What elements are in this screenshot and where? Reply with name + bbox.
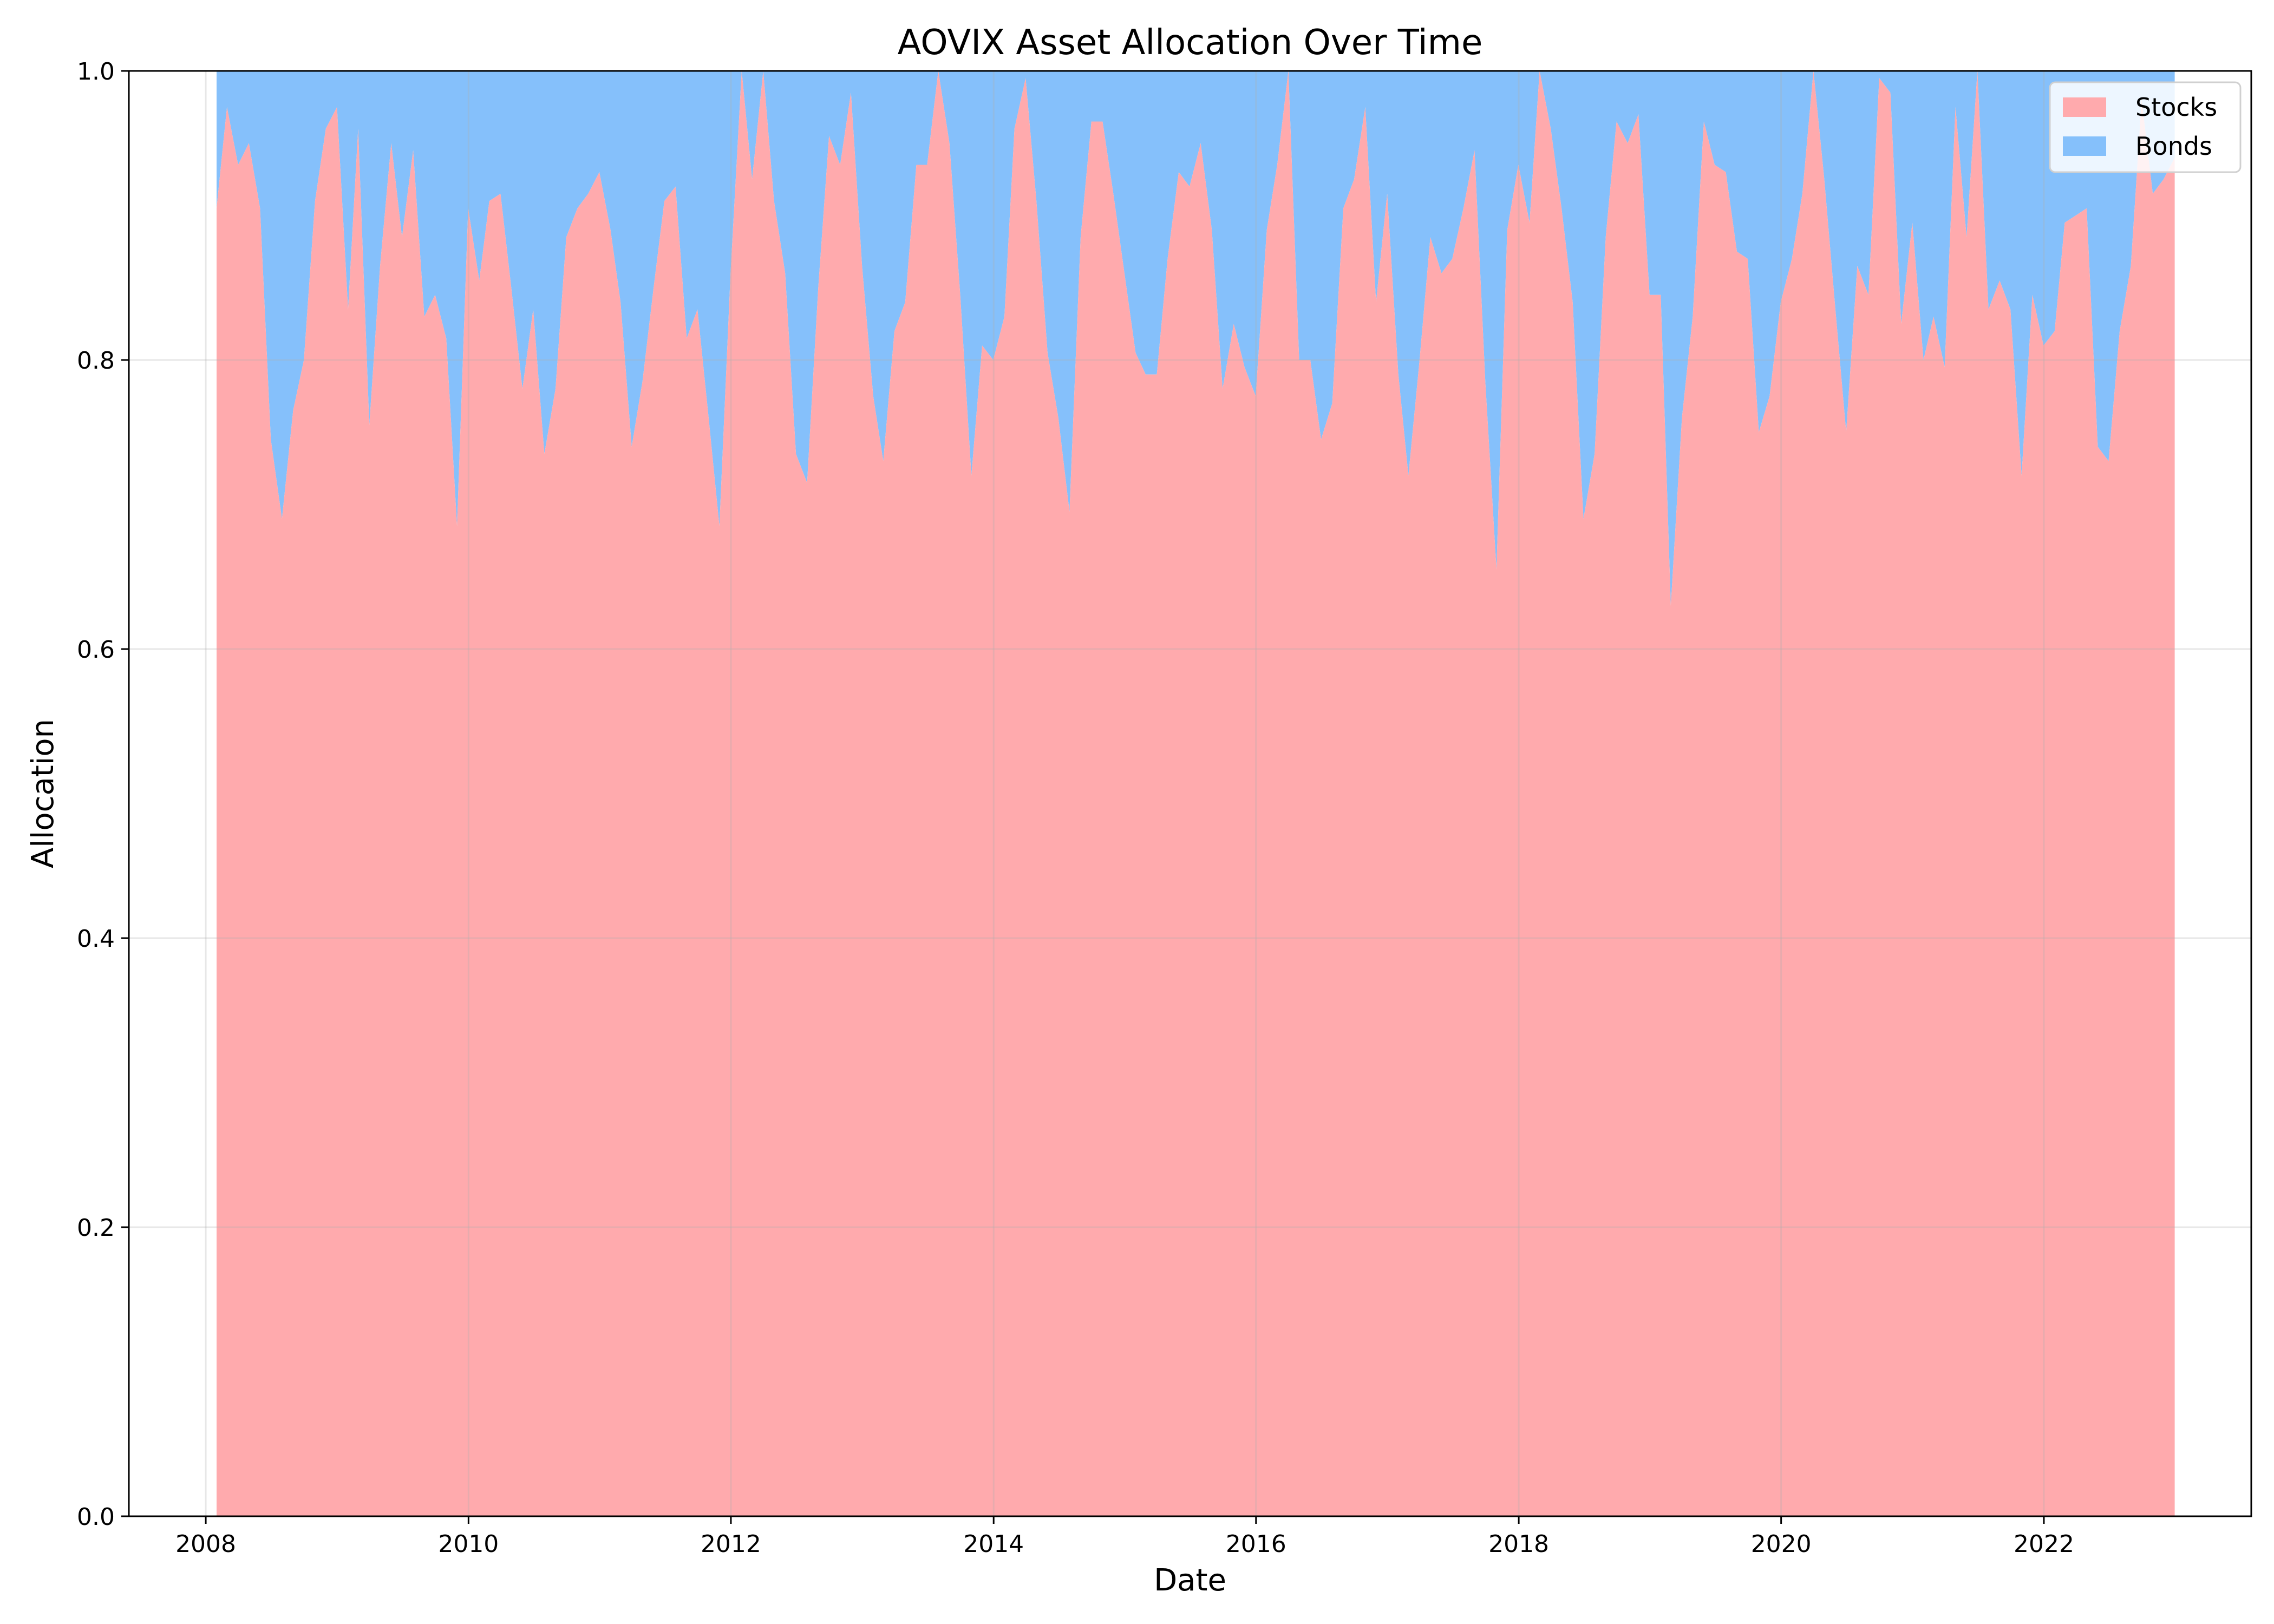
plot-frame	[128, 70, 2252, 1517]
legend-swatch-bonds	[2063, 136, 2106, 156]
series-stocks-area	[217, 71, 2175, 1516]
series-bonds-area	[217, 71, 2175, 606]
x-tick-label: 2008	[175, 1530, 236, 1558]
x-axis: 2008 2010 2012 2014 2016 2018 2020 2022	[175, 1516, 2074, 1558]
y-tick-label: 0.0	[77, 1503, 115, 1531]
y-tick-label: 1.0	[77, 58, 115, 86]
y-tick-label: 0.2	[77, 1214, 115, 1242]
x-tick-label: 2014	[963, 1530, 1024, 1558]
legend-label-bonds: Bonds	[2135, 132, 2212, 161]
y-axis: 0.0 0.2 0.4 0.6 0.8 1.0	[77, 58, 129, 1531]
x-tick-label: 2012	[701, 1530, 761, 1558]
x-tick-label: 2020	[1751, 1530, 1812, 1558]
x-tick-label: 2010	[438, 1530, 499, 1558]
legend-label-stocks: Stocks	[2135, 93, 2217, 122]
x-tick-label: 2016	[1226, 1530, 1286, 1558]
legend: Stocks Bonds	[2049, 81, 2242, 173]
x-axis-label: Date	[1154, 1563, 1226, 1598]
legend-swatch-stocks	[2063, 97, 2106, 117]
y-tick-label: 0.6	[77, 636, 115, 664]
x-tick-label: 2022	[2014, 1530, 2074, 1558]
plot-area	[217, 71, 2175, 1516]
y-axis-label: Allocation	[25, 719, 61, 868]
chart-title: AOVIX Asset Allocation Over Time	[898, 23, 1483, 63]
x-tick-label: 2018	[1488, 1530, 1549, 1558]
y-tick-label: 0.8	[77, 347, 115, 375]
y-tick-label: 0.4	[77, 925, 115, 953]
